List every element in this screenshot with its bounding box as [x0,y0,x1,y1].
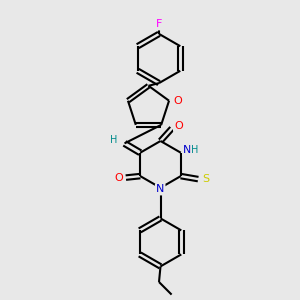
Text: O: O [173,96,182,106]
Text: N: N [156,184,164,194]
Text: N: N [183,145,192,155]
Text: H: H [191,145,199,155]
Text: F: F [156,19,162,29]
Text: S: S [203,174,210,184]
Text: H: H [110,135,118,146]
Text: O: O [174,121,183,131]
Text: O: O [115,172,124,183]
